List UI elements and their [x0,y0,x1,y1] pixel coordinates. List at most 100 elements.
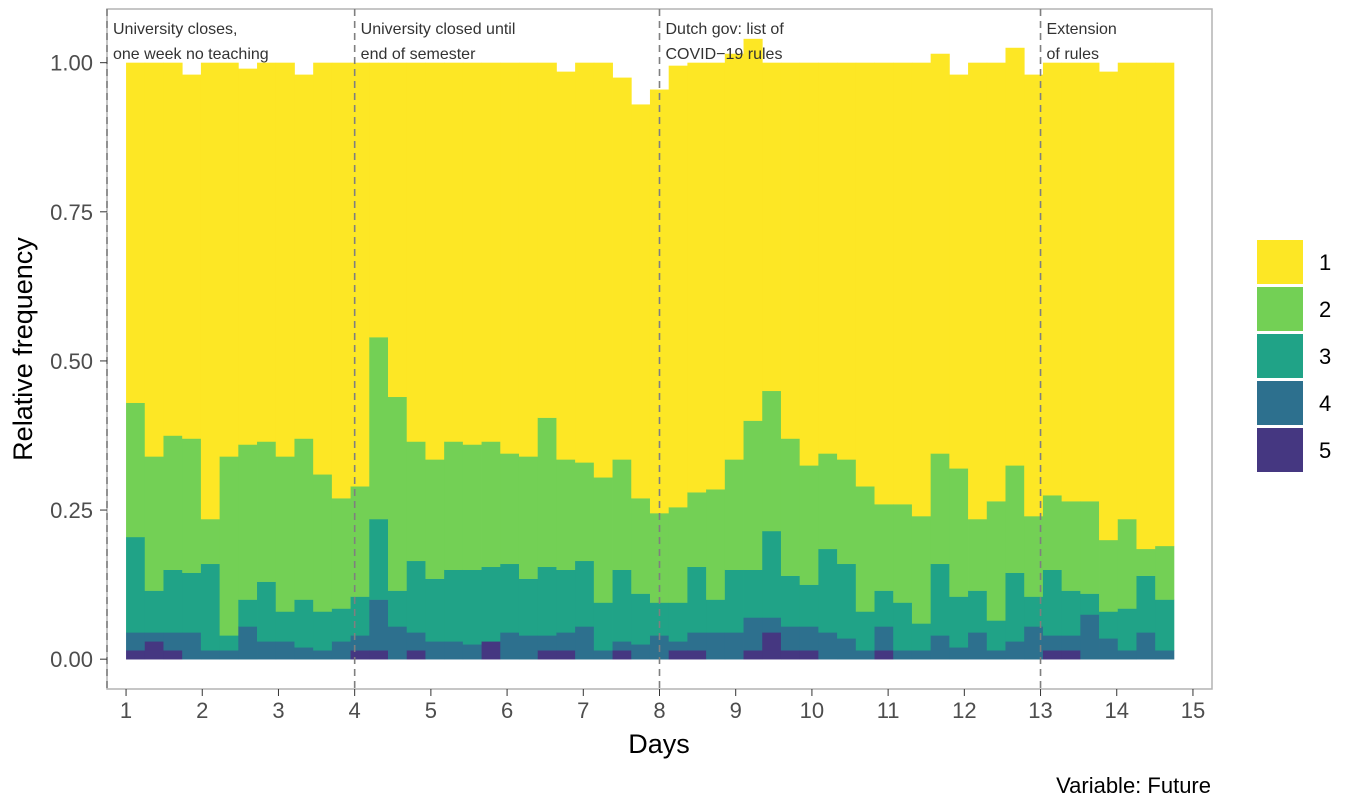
bar-level-1-bin-12 [331,62,351,499]
bar-level-5-bin-51 [1061,650,1081,660]
bar-level-5-bin-24 [556,650,576,660]
bar-level-2-bin-36 [780,438,801,576]
x-tick-label-15: 15 [1181,698,1205,723]
bar-level-2-bin-45 [949,468,969,597]
bar-level-4-bin-49 [1024,626,1044,660]
y-tick-label-1: 0.25 [50,498,93,523]
bar-level-2-bin-38 [818,453,838,550]
bar-level-4-bin-5 [200,650,221,660]
legend-label-3: 3 [1319,344,1331,369]
bar-level-3-bin-46 [968,590,988,633]
bar-level-4-bin-21 [500,632,520,660]
bar-level-4-bin-24 [556,632,576,651]
bar-level-2-bin-13 [350,486,370,597]
bar-level-1-bin-16 [406,62,426,442]
x-tick-label-11: 11 [877,698,900,723]
bar-level-3-bin-24 [556,569,576,633]
bar-level-3-bin-8 [257,581,277,642]
x-tick-label-12: 12 [952,698,976,723]
bar-level-1-bin-19 [462,62,482,445]
bar-level-4-bin-2 [144,632,164,642]
bar-level-2-bin-17 [425,459,445,579]
bar-level-1-bin-55 [1136,62,1156,550]
bar-level-3-bin-27 [612,569,632,642]
bar-level-2-bin-49 [1024,516,1044,597]
bar-level-1-bin-13 [350,62,370,487]
legend-label-5: 5 [1319,438,1331,463]
bar-level-5-bin-27 [612,650,632,660]
bar-level-4-bin-10 [294,647,314,660]
bar-level-3-bin-54 [1117,608,1137,651]
bar-level-3-bin-17 [425,578,445,642]
bar-level-3-bin-23 [537,566,557,636]
bar-level-3-bin-20 [481,566,501,642]
legend-key-5 [1257,428,1303,472]
caption: Variable: Future [1056,773,1211,798]
bar-level-3-bin-5 [200,563,221,651]
x-tick-label-5: 5 [425,698,437,723]
bar-level-3-bin-50 [1042,569,1063,636]
bar-level-4-bin-6 [219,650,239,660]
bar-level-2-bin-25 [575,462,595,562]
bar-level-1-bin-1 [126,62,146,403]
bar-level-3-bin-33 [724,569,744,633]
bar-level-2-bin-19 [462,444,482,570]
bar-level-1-bin-44 [930,53,950,454]
bar-level-1-bin-49 [1024,74,1044,517]
bar-level-4-bin-36 [780,626,801,651]
x-tick-label-8: 8 [653,698,665,723]
bar-level-3-bin-38 [818,548,838,633]
bar-level-5-bin-30 [668,650,688,660]
bar-level-2-bin-6 [219,456,239,636]
bar-level-2-bin-22 [518,456,539,579]
bar-level-1-bin-14 [369,62,389,338]
bar-level-4-bin-46 [968,632,988,660]
bar-level-2-bin-47 [986,501,1006,621]
bar-level-3-bin-49 [1024,596,1044,627]
bar-level-4-bin-3 [163,632,183,651]
y-tick-label-0: 0.00 [50,647,93,672]
y-tick-label-4: 1.00 [50,51,93,76]
bar-level-2-bin-8 [257,441,277,582]
bar-level-2-bin-23 [537,417,557,568]
bar-level-1-bin-46 [968,62,988,520]
bar-level-3-bin-47 [986,620,1006,651]
bar-level-3-bin-12 [331,608,351,642]
x-tick-label-13: 13 [1028,698,1052,723]
bar-level-4-bin-9 [275,641,295,660]
bar-level-1-bin-34 [743,38,763,421]
bar-level-1-bin-8 [257,62,277,442]
bar-level-1-bin-50 [1042,62,1063,496]
bar-level-1-bin-47 [986,62,1006,502]
bar-level-4-bin-40 [855,650,875,660]
bar-level-2-bin-21 [500,453,520,565]
bar-level-4-bin-35 [762,617,782,633]
legend: 1 2 3 4 5 [1257,240,1331,472]
legend-key-1 [1257,240,1303,284]
bar-level-2-bin-39 [837,459,857,565]
bar-level-3-bin-42 [893,602,913,651]
bar-level-2-bin-12 [331,498,351,609]
bar-level-4-bin-4 [182,632,202,660]
bar-level-4-bin-53 [1099,638,1119,660]
bar-level-1-bin-51 [1061,62,1081,502]
bar-level-4-bin-45 [949,647,969,660]
bar-level-4-bin-15 [388,626,408,660]
bar-level-5-bin-3 [163,650,183,660]
bar-level-5-bin-20 [481,641,501,660]
bar-level-4-bin-37 [799,626,819,651]
bar-level-2-bin-5 [200,519,221,565]
bar-level-4-bin-50 [1042,635,1063,651]
bar-level-4-bin-1 [126,632,146,651]
bar-level-2-bin-15 [388,396,408,591]
x-tick-label-7: 7 [577,698,589,723]
bar-level-4-bin-32 [706,632,726,660]
bar-level-3-bin-22 [518,578,539,636]
bar-level-3-bin-13 [350,596,370,636]
bar-level-2-bin-29 [649,513,670,603]
bar-level-4-bin-48 [1005,641,1025,660]
bar-level-2-bin-9 [275,456,295,612]
bar-level-1-bin-39 [837,62,857,460]
bar-level-1-bin-52 [1080,62,1100,502]
bar-level-1-bin-37 [799,62,819,466]
